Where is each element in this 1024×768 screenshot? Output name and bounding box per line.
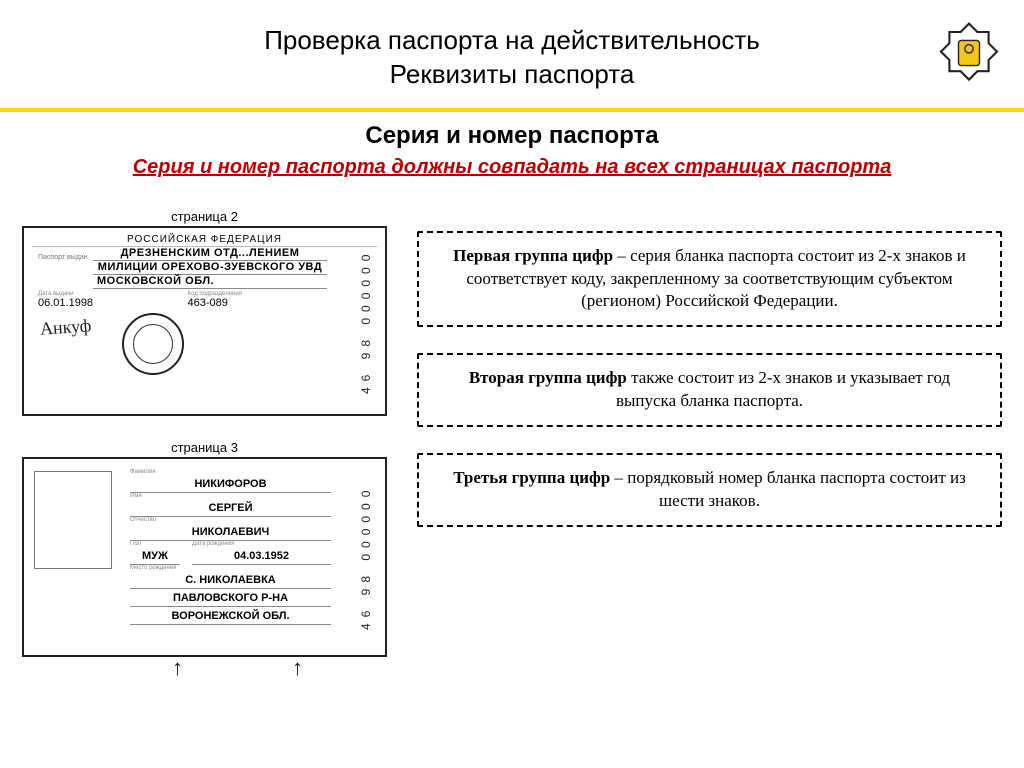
slide-header: Проверка паспорта на действительность Ре… (0, 0, 1024, 104)
yellow-divider (0, 108, 1024, 112)
logo-emblem (934, 18, 1004, 88)
birthplace-3: ВОРОНЕЖСКОЙ ОБЛ. (130, 607, 331, 625)
birthplace-1: С. НИКОЛАЕВКА (130, 571, 331, 589)
gender: МУЖ (130, 547, 180, 565)
issued-by-1: ДРЕЗНЕНСКИМ ОТД...ЛЕНИЕМ (93, 247, 327, 261)
issued-by-3: МОСКОВСКОЙ ОБЛ. (93, 275, 327, 289)
surname: НИКИФОРОВ (130, 475, 331, 493)
info2-bold: Вторая группа цифр (469, 368, 627, 387)
dob: 04.03.1952 (192, 547, 331, 565)
info-box-3: Третья группа цифр – порядковый номер бл… (417, 453, 1002, 527)
page2-label: страница 2 (22, 209, 387, 224)
signature-mark: Aнкуф (39, 315, 92, 340)
subtitle-red: Серия и номер паспорта должны совпадать … (133, 156, 892, 181)
info3-bold: Третья группа цифр (453, 468, 610, 487)
page3-serial: 46 98 000000 (359, 469, 381, 645)
subtitle-block: Серия и номер паспорта Серия и номер пас… (0, 122, 1024, 181)
photo-placeholder (34, 471, 112, 569)
pointer-arrows: ↑ ↑ (22, 657, 387, 683)
page3-label: страница 3 (22, 440, 387, 455)
info-box-1: Первая группа цифр – серия бланка паспор… (417, 231, 1002, 328)
subtitle-black: Серия и номер паспорта (0, 122, 1024, 150)
passport-page-3: Фамилия НИКИФОРОВ Имя СЕРГЕЙ Отчество НИ… (22, 457, 387, 657)
info2-text: также состоит из 2-х знаков и указывает … (616, 368, 950, 410)
seal-icon (122, 313, 184, 375)
info1-bold: Первая группа цифр (453, 246, 613, 265)
info3-text: – порядковый номер бланка паспорта состо… (610, 468, 966, 510)
country-line: РОССИЙСКАЯ ФЕДЕРАЦИЯ (32, 234, 377, 247)
passport-page-2: РОССИЙСКАЯ ФЕДЕРАЦИЯ Паспорт выданДРЕЗНЕ… (22, 226, 387, 416)
issued-by-2: МИЛИЦИИ ОРЕХОВО-ЗУЕВСКОГО УВД (93, 261, 327, 275)
content-row: страница 2 РОССИЙСКАЯ ФЕДЕРАЦИЯ Паспорт … (0, 181, 1024, 683)
first-name: СЕРГЕЙ (130, 499, 331, 517)
page2-serial: 46 98 000000 (359, 238, 381, 404)
issue-date: 06.01.1998 (38, 297, 178, 309)
info-box-2: Вторая группа цифр также состоит из 2-х … (417, 353, 1002, 427)
page-title-line1: Проверка паспорта на действительность (0, 24, 1024, 58)
birthplace-2: ПАВЛОВСКОГО Р-НА (130, 589, 331, 607)
patronymic: НИКОЛАЕВИЧ (130, 523, 331, 541)
passport-column: страница 2 РОССИЙСКАЯ ФЕДЕРАЦИЯ Паспорт … (22, 209, 387, 683)
info-column: Первая группа цифр – серия бланка паспор… (417, 209, 1002, 683)
page-title-line2: Реквизиты паспорта (0, 58, 1024, 92)
dept-code: 463-089 (188, 297, 328, 309)
